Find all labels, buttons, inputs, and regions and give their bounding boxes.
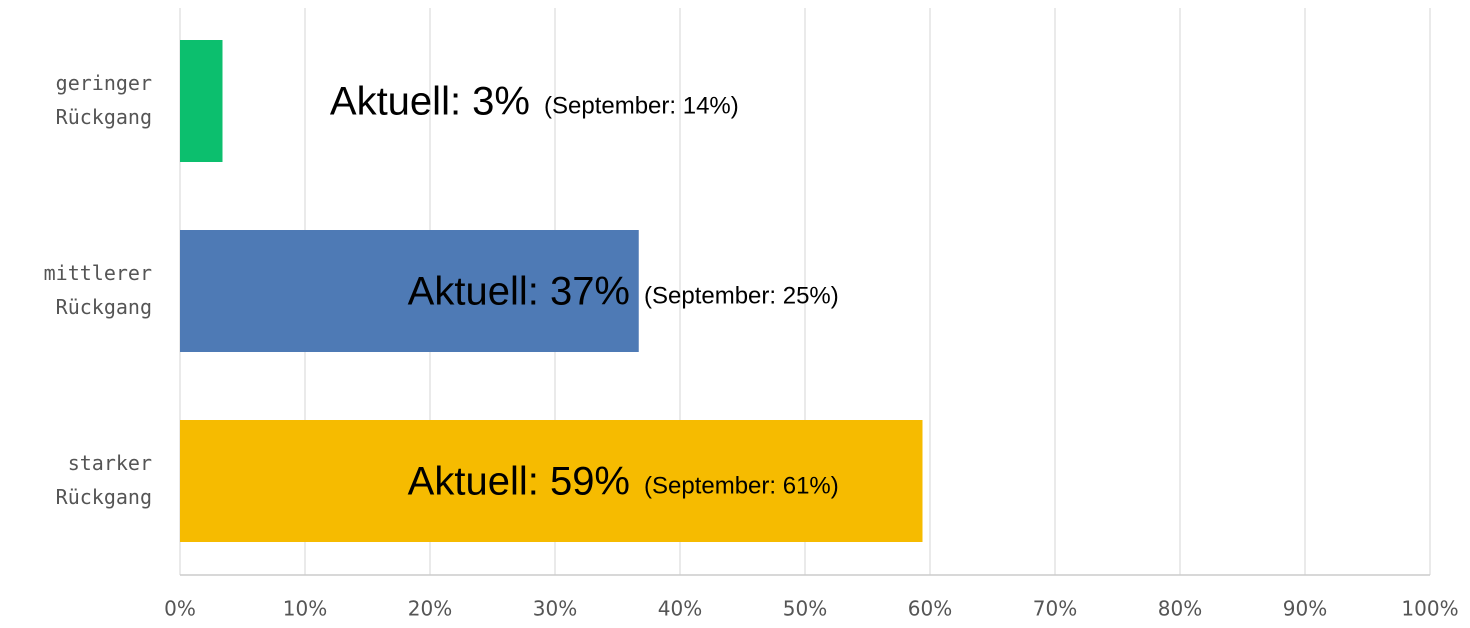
x-tick-label: 50% <box>783 597 827 621</box>
bar <box>180 40 223 162</box>
category-label: starker Rückgang <box>56 451 152 509</box>
category-line: mittlerer <box>44 261 152 285</box>
x-tick-label: 0% <box>164 597 196 621</box>
bar <box>180 420 923 542</box>
x-tick-label: 70% <box>1033 597 1077 621</box>
x-tick-label: 20% <box>408 597 452 621</box>
category-line: geringer <box>56 71 152 95</box>
x-tick-label: 40% <box>658 597 702 621</box>
value-label: Aktuell: 37% <box>408 270 630 314</box>
category-line: Rückgang <box>56 295 152 319</box>
category-line: Rückgang <box>56 105 152 129</box>
category-line: starker <box>68 451 152 475</box>
x-tick-label: 90% <box>1283 597 1327 621</box>
annotation: (September: 61%) <box>644 472 839 499</box>
x-tick-label: 100% <box>1401 597 1458 621</box>
x-tick-label: 30% <box>533 597 577 621</box>
x-tick-label: 10% <box>283 597 327 621</box>
category-label: mittlerer Rückgang <box>44 261 152 319</box>
category-line: Rückgang <box>56 485 152 509</box>
annotation: (September: 14%) <box>544 92 739 119</box>
x-tick-label: 80% <box>1158 597 1202 621</box>
category-label: geringer Rückgang <box>56 71 152 129</box>
bar <box>180 230 639 352</box>
annotation: (September: 25%) <box>644 282 839 309</box>
value-label: Aktuell: 3% <box>330 80 530 124</box>
x-tick-label: 60% <box>908 597 952 621</box>
value-label: Aktuell: 59% <box>408 460 630 504</box>
